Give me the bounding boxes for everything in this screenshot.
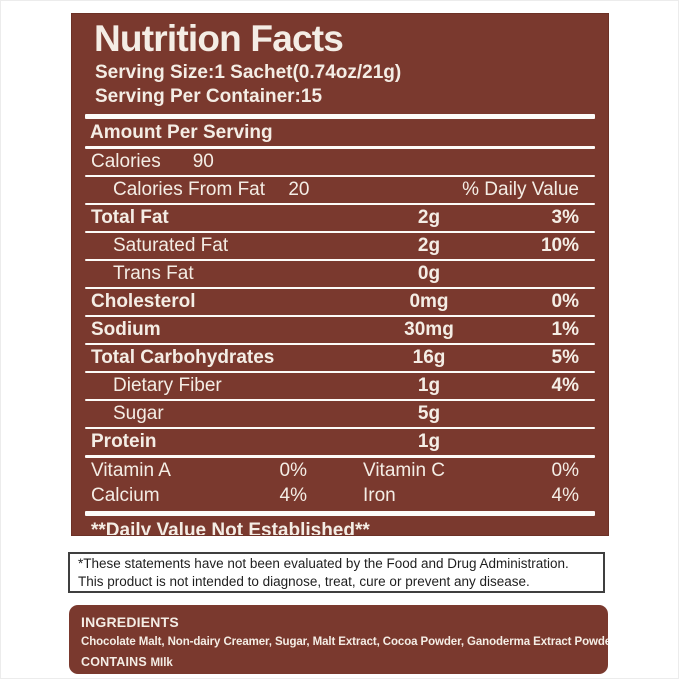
disclaimer-line-1: *These statements have not been evaluate… xyxy=(78,556,569,571)
serving-per-container: Serving Per Container:15 xyxy=(95,86,323,107)
separator-line xyxy=(85,427,595,429)
separator-line xyxy=(85,114,595,119)
vitamin-value: 4% xyxy=(279,484,307,506)
nutrient-label: Protein xyxy=(91,431,157,452)
nutrient-amount: 1g xyxy=(417,375,441,396)
nutrient-label: Cholesterol xyxy=(91,291,196,312)
ingredients-heading: INGREDIENTS xyxy=(81,614,179,630)
separator-line xyxy=(85,146,595,149)
vitamin-label: Vitamin A xyxy=(91,459,171,481)
calcium-cell: Calcium 4% xyxy=(91,485,307,507)
nutrient-label: Sugar xyxy=(113,403,164,424)
calories-label: Calories xyxy=(91,151,161,172)
disclaimer-line-2: This product is not intended to diagnose… xyxy=(78,574,530,589)
nutrient-daily-value: 3% xyxy=(551,207,579,228)
nutrition-facts-title: Nutrition Facts xyxy=(94,18,344,59)
nutrient-amount: 5g xyxy=(417,403,441,424)
calories-from-fat-value: 20 xyxy=(288,179,310,200)
vitamin-c-cell: Vitamin C 0% xyxy=(363,460,579,482)
vitamin-label: Vitamin C xyxy=(363,459,446,481)
calories-row: Calories 90 xyxy=(85,149,595,175)
vitamin-value: 0% xyxy=(551,459,579,481)
daily-value-footnote: **Daily Value Not Established** xyxy=(91,520,370,536)
nutrient-amount: 30mg xyxy=(404,319,454,340)
contains-line: CONTAINS MIlk xyxy=(81,652,596,673)
nutrient-daily-value: 10% xyxy=(540,235,579,256)
calories-value: 90 xyxy=(192,151,214,172)
vitamin-label: Iron xyxy=(363,484,396,506)
fda-disclaimer-box: *These statements have not been evaluate… xyxy=(68,552,605,593)
nutrient-row-saturated-fat: Saturated Fat 2g 10% xyxy=(85,233,595,259)
nutrient-row-total-carbohydrates: Total Carbohydrates 16g 5% xyxy=(85,345,595,371)
separator-line xyxy=(85,371,595,373)
separator-line xyxy=(85,203,595,205)
separator-line xyxy=(85,511,595,516)
vitamin-value: 4% xyxy=(551,484,579,506)
nutrient-amount: 2g xyxy=(417,235,441,256)
ingredients-list: Chocolate Malt, Non-dairy Creamer, Sugar… xyxy=(81,636,608,648)
vitamin-label: Calcium xyxy=(91,484,160,506)
nutrient-amount: 0mg xyxy=(409,291,449,312)
nutrient-label: Total Fat xyxy=(91,207,169,228)
calories-from-fat: Calories From Fat 20 xyxy=(91,179,309,201)
nutrient-label: Total Carbohydrates xyxy=(91,347,275,368)
nutrient-amount: 2g xyxy=(417,207,441,228)
nutrient-row-sodium: Sodium 30mg 1% xyxy=(85,317,595,343)
separator-line xyxy=(85,399,595,401)
separator-line xyxy=(85,259,595,261)
nutrient-label: Sodium xyxy=(91,319,161,340)
nutrient-amount: 1g xyxy=(417,431,441,452)
nutrient-daily-value: 4% xyxy=(551,375,579,396)
separator-line xyxy=(85,287,595,289)
nutrient-daily-value: 5% xyxy=(551,347,579,368)
ingredients-box: INGREDIENTS Chocolate Malt, Non-dairy Cr… xyxy=(69,605,608,674)
separator-line xyxy=(85,231,595,233)
calories-from-fat-label: Calories From Fat xyxy=(113,179,266,200)
vitamin-a-cell: Vitamin A 0% xyxy=(91,460,307,482)
nutrient-row-trans-fat: Trans Fat 0g xyxy=(85,261,595,287)
separator-line xyxy=(85,175,595,177)
nutrient-row-total-fat: Total Fat 2g 3% xyxy=(85,205,595,231)
contains-value: MIlk xyxy=(150,657,173,669)
nutrition-facts-panel: Nutrition Facts Serving Size:1 Sachet(0.… xyxy=(71,13,609,536)
serving-size: Serving Size:1 Sachet(0.74oz/21g) xyxy=(95,62,402,83)
daily-value-header: % Daily Value xyxy=(462,179,579,200)
vitamins-row-1: Vitamin A 0% Vitamin C 0% xyxy=(85,458,595,483)
separator-line xyxy=(85,455,595,458)
iron-cell: Iron 4% xyxy=(363,485,579,507)
separator-line xyxy=(85,343,595,345)
nutrient-daily-value: 1% xyxy=(551,319,579,340)
nutrient-row-dietary-fiber: Dietary Fiber 1g 4% xyxy=(85,373,595,399)
nutrient-row-cholesterol: Cholesterol 0mg 0% xyxy=(85,289,595,315)
nutrient-row-sugar: Sugar 5g xyxy=(85,401,595,427)
contains-label: CONTAINS xyxy=(81,655,147,669)
nutrient-amount: 0g xyxy=(417,263,441,284)
nutrient-row-protein: Protein 1g xyxy=(85,429,595,455)
amount-per-serving-heading: Amount Per Serving xyxy=(90,122,273,143)
nutrient-label: Saturated Fat xyxy=(113,235,229,256)
nutrient-amount: 16g xyxy=(412,347,446,368)
nutrient-label: Dietary Fiber xyxy=(113,375,222,396)
vitamins-row-2: Calcium 4% Iron 4% xyxy=(85,483,595,508)
calories-from-fat-row: Calories From Fat 20 % Daily Value xyxy=(85,177,595,203)
separator-line xyxy=(85,315,595,317)
nutrient-daily-value: 0% xyxy=(551,291,579,312)
vitamin-value: 0% xyxy=(279,459,307,481)
nutrient-label: Trans Fat xyxy=(113,263,194,284)
